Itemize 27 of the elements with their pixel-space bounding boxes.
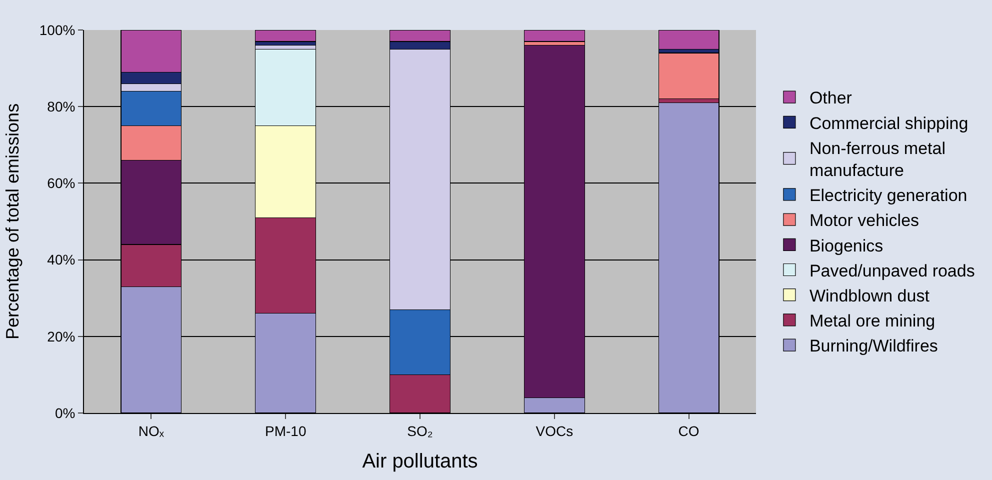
y-tick-label: 0%	[54, 404, 76, 421]
bar	[658, 52, 720, 100]
legend-label: Other	[809, 88, 852, 108]
bar	[658, 30, 720, 50]
y-tick-label: 60%	[47, 175, 76, 192]
x-axis-title: Air pollutants	[362, 450, 478, 472]
x-tick-label: NOₓ	[138, 422, 164, 439]
y-axis-title: Percentage of total emissions	[2, 103, 23, 340]
x-tick-label: SO₂	[407, 422, 433, 439]
legend-label: Metal ore mining	[809, 312, 936, 331]
y-tick-label: 80%	[47, 98, 76, 114]
y-tick-label: 100%	[39, 22, 76, 38]
legend-label: Burning/Wildfires	[809, 336, 938, 356]
bar	[524, 30, 585, 42]
legend-label: Non-ferrous metal manufacture	[809, 138, 946, 180]
y-tick-label: 20%	[47, 328, 76, 344]
x-tick-label: CO	[678, 422, 700, 439]
legend-label: Electricity generation	[809, 186, 968, 206]
legend-label: Biogenics	[809, 236, 884, 256]
x-tick-label: PM-10	[264, 422, 306, 439]
legend-label: Motor vehicles	[809, 211, 920, 230]
legend-label: Commercial shipping	[809, 114, 968, 133]
legend-label: Windblown dust	[809, 286, 930, 306]
y-tick-label: 40%	[47, 252, 76, 268]
legend-label: Paved/unpaved roads	[809, 261, 975, 280]
bar	[255, 30, 316, 42]
x-tick-label: VOCs	[536, 422, 574, 439]
